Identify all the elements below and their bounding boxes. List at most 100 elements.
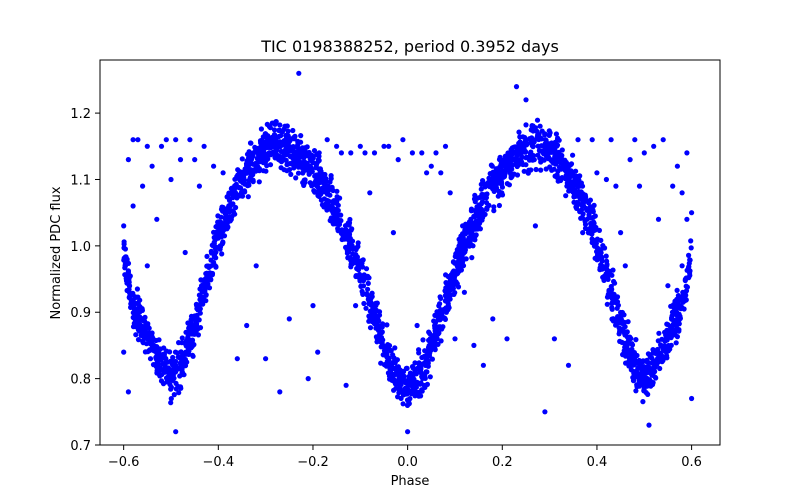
data-point	[147, 341, 154, 347]
data-point	[132, 308, 138, 314]
data-point	[620, 326, 626, 332]
data-point	[533, 166, 539, 173]
data-point	[603, 253, 609, 259]
data-point	[310, 160, 316, 166]
data-point	[574, 205, 580, 211]
data-point	[144, 263, 150, 269]
x-tick-label: −0.4	[203, 455, 235, 470]
data-point	[427, 374, 433, 380]
data-point	[401, 373, 407, 379]
data-point	[516, 129, 522, 135]
data-point	[162, 360, 168, 366]
data-point	[121, 245, 127, 251]
x-tick-label: 0.4	[587, 455, 608, 470]
data-point	[473, 210, 479, 216]
data-point	[244, 322, 250, 329]
data-point	[436, 303, 442, 309]
data-point	[626, 358, 632, 364]
data-point	[443, 309, 449, 315]
data-point	[324, 197, 330, 204]
data-point	[543, 137, 549, 143]
data-point	[530, 142, 536, 148]
data-point	[355, 267, 362, 273]
data-point	[125, 389, 131, 395]
data-point	[410, 385, 416, 391]
data-point	[574, 199, 580, 206]
data-point	[433, 334, 439, 340]
data-point	[227, 218, 233, 224]
data-point	[552, 173, 558, 179]
data-point	[358, 283, 364, 289]
data-point	[135, 137, 141, 143]
data-point	[628, 353, 634, 359]
data-point	[334, 194, 340, 200]
x-tick-label: 0.6	[681, 455, 702, 470]
data-point	[130, 297, 136, 303]
data-point	[182, 249, 188, 256]
data-point	[669, 313, 675, 319]
data-point	[604, 263, 610, 269]
data-point	[230, 193, 237, 199]
data-point	[612, 280, 618, 286]
data-point	[380, 337, 386, 343]
data-point	[376, 312, 383, 318]
data-point	[468, 208, 474, 214]
data-point	[381, 348, 388, 354]
data-point	[633, 337, 639, 343]
data-point	[440, 324, 446, 330]
data-point	[250, 177, 256, 183]
data-point	[652, 364, 658, 370]
data-point	[538, 148, 544, 154]
data-point	[604, 301, 610, 307]
data-point	[144, 341, 150, 347]
data-point	[551, 166, 557, 172]
data-point	[519, 142, 525, 149]
data-point	[367, 190, 373, 196]
data-point	[423, 369, 429, 375]
data-point	[467, 238, 473, 244]
data-point	[420, 337, 426, 343]
data-point	[591, 219, 597, 225]
data-point	[608, 287, 614, 293]
data-point	[629, 341, 635, 347]
data-point	[476, 202, 482, 208]
data-point	[197, 310, 203, 316]
data-point	[386, 143, 392, 149]
data-point	[170, 354, 176, 361]
data-point	[588, 224, 594, 230]
data-point	[429, 336, 435, 342]
data-point	[124, 287, 130, 294]
data-point	[134, 286, 140, 292]
data-point	[365, 280, 371, 286]
data-point	[319, 187, 325, 193]
data-point	[301, 182, 307, 188]
data-point	[674, 287, 680, 293]
data-point	[469, 255, 475, 261]
data-point	[350, 251, 356, 257]
data-point	[523, 122, 529, 128]
data-point	[501, 173, 508, 180]
data-point	[168, 396, 174, 402]
data-point	[467, 234, 473, 240]
data-point	[156, 337, 162, 343]
data-point	[260, 148, 266, 154]
data-point	[215, 213, 221, 219]
data-point	[122, 255, 128, 262]
data-point	[455, 284, 462, 290]
data-point	[640, 399, 646, 405]
data-point	[442, 143, 449, 149]
data-point	[291, 165, 297, 171]
data-point	[376, 318, 382, 324]
data-point	[679, 263, 685, 269]
data-point	[277, 389, 283, 395]
data-point	[381, 143, 387, 149]
data-point	[330, 221, 336, 227]
data-point	[558, 166, 564, 172]
data-point	[372, 315, 378, 321]
data-point	[265, 156, 271, 162]
data-point	[197, 297, 203, 303]
data-point	[665, 348, 672, 354]
data-point	[521, 168, 527, 174]
data-point	[144, 143, 150, 149]
data-point	[230, 209, 237, 215]
